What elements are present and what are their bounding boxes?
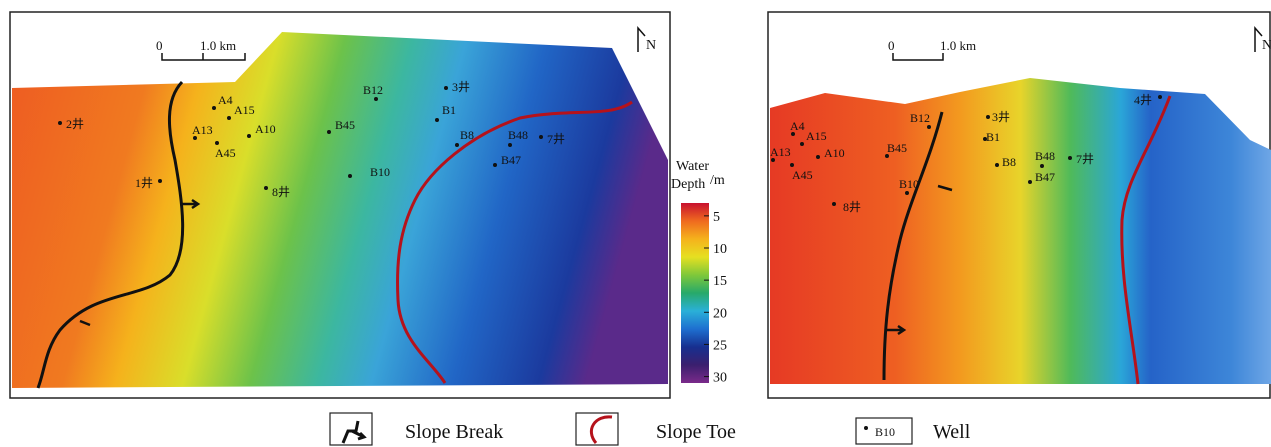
well-label: B48 <box>508 128 528 142</box>
well-marker <box>800 142 804 146</box>
scale-bar <box>893 53 943 60</box>
well-marker <box>455 143 459 147</box>
well-label: A13 <box>192 123 213 137</box>
well-label: B45 <box>887 141 907 155</box>
well-marker <box>986 115 990 119</box>
well-marker <box>1040 164 1044 168</box>
well-label: B1 <box>986 130 1000 144</box>
colorbar-title: Depth <box>671 177 705 192</box>
well-marker <box>790 163 794 167</box>
well-label: B10 <box>370 165 390 179</box>
well-marker <box>1068 156 1072 160</box>
legend-slope-toe <box>591 417 612 443</box>
scale-end: 1.0 km <box>200 38 236 53</box>
well-marker <box>444 86 448 90</box>
well-label: A15 <box>234 103 255 117</box>
well-label: B1 <box>442 103 456 117</box>
well-marker <box>927 125 931 129</box>
well-marker <box>348 174 352 178</box>
well-marker <box>816 155 820 159</box>
well-marker <box>995 163 999 167</box>
well-marker <box>1028 180 1032 184</box>
depth-surface <box>12 32 668 388</box>
north-arrow <box>1255 28 1262 52</box>
colorbar-tick-label: 15 <box>713 274 727 289</box>
well-label: A15 <box>806 129 827 143</box>
scale-start: 0 <box>888 38 895 53</box>
well-label: B10 <box>899 177 919 191</box>
well-marker <box>435 118 439 122</box>
legend-label: Well <box>933 421 971 443</box>
well-marker <box>158 179 162 183</box>
well-label: 4井 <box>1134 93 1152 107</box>
well-label: 2井 <box>66 117 84 131</box>
well-marker <box>539 135 543 139</box>
colorbar-tick-label: 10 <box>713 242 727 257</box>
well-label: B47 <box>1035 170 1055 184</box>
legend-label: Slope Toe <box>656 421 736 443</box>
legend-label: Slope Break <box>405 421 503 443</box>
well-label: 7井 <box>1076 152 1094 166</box>
well-marker <box>227 116 231 120</box>
well-label: A13 <box>770 145 791 159</box>
well-marker <box>508 143 512 147</box>
well-label: A10 <box>255 122 276 136</box>
well-marker <box>832 202 836 206</box>
well-label: A4 <box>790 119 805 133</box>
well-label: B8 <box>460 128 474 142</box>
well-label: 8井 <box>843 200 861 214</box>
legend-well-dot <box>864 426 868 430</box>
well-label: B8 <box>1002 155 1016 169</box>
well-marker <box>905 191 909 195</box>
colorbar-title: Water <box>676 159 709 174</box>
scale-start: 0 <box>156 38 163 53</box>
colorbar <box>681 203 709 383</box>
well-label: 7井 <box>547 132 565 146</box>
scale-bar <box>162 53 245 60</box>
well-label: 3井 <box>992 110 1010 124</box>
colorbar-tick-label: 30 <box>713 371 727 386</box>
well-label: B45 <box>335 118 355 132</box>
well-label: B12 <box>363 83 383 97</box>
well-marker <box>493 163 497 167</box>
well-marker <box>374 97 378 101</box>
colorbar-tick-label: 20 <box>713 306 727 321</box>
well-label: 1井 <box>135 176 153 190</box>
legend-slope-break <box>343 421 364 443</box>
legend-well-symbol: B10 <box>875 425 895 439</box>
well-marker <box>327 130 331 134</box>
colorbar-tick-label: 5 <box>713 210 720 225</box>
figure: 0 1.0 km N 0 1.0 km N Water Depth /m Slo… <box>0 0 1271 447</box>
well-label: 3井 <box>452 80 470 94</box>
north-label: N <box>1262 38 1271 53</box>
well-label: A45 <box>215 146 236 160</box>
legend-swatch <box>330 413 372 445</box>
well-marker <box>215 141 219 145</box>
well-label: 8井 <box>272 185 290 199</box>
well-label: B48 <box>1035 149 1055 163</box>
north-arrow <box>638 28 645 52</box>
well-marker <box>58 121 62 125</box>
well-label: A10 <box>824 146 845 160</box>
well-label: B47 <box>501 153 521 167</box>
scale-end: 1.0 km <box>940 38 976 53</box>
well-marker <box>1158 95 1162 99</box>
well-label: A45 <box>792 168 813 182</box>
depth-surface <box>770 78 1271 384</box>
well-marker <box>264 186 268 190</box>
well-marker <box>247 134 251 138</box>
well-label: A4 <box>218 93 233 107</box>
colorbar-tick-label: 25 <box>713 338 727 353</box>
well-marker <box>212 106 216 110</box>
well-label: B12 <box>910 111 930 125</box>
colorbar-unit: /m <box>710 173 725 188</box>
north-label: N <box>646 38 656 53</box>
